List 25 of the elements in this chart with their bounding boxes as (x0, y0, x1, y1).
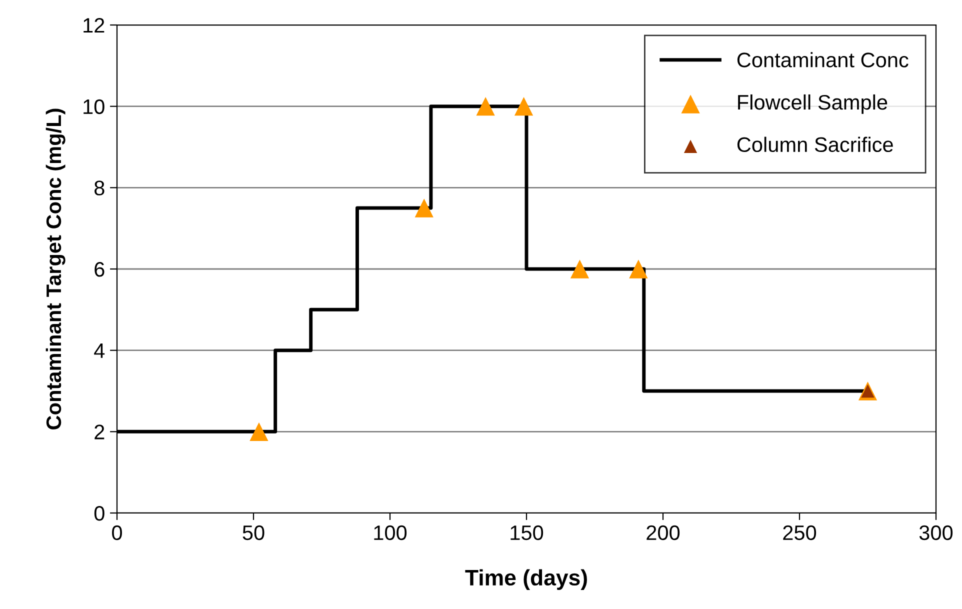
x-tick-label: 200 (646, 525, 680, 540)
y-tick-label: 0 (94, 506, 104, 521)
y-tick-label: 6 (94, 262, 104, 277)
x-tick-label: 0 (112, 525, 122, 540)
point (250, 422, 268, 441)
point (629, 260, 648, 278)
point (414, 198, 434, 218)
x-tick-label: 50 (242, 525, 264, 540)
y-tick-label: 10 (84, 99, 104, 114)
legend-label: Column Sacrifice (737, 136, 893, 152)
y-tick-label: 8 (94, 180, 104, 196)
x-tick-label: 300 (919, 525, 953, 540)
x-axis-title: Time (days) (465, 569, 587, 590)
y-tick-label: 12 (84, 18, 104, 33)
x-tick-label: 250 (783, 525, 816, 540)
legend-label: Contaminant Conc (737, 52, 908, 68)
point (514, 97, 534, 116)
x-tick-label: 150 (510, 525, 544, 540)
y-tick-label: 4 (94, 344, 105, 358)
point (476, 97, 495, 116)
legend-label: Flowcell Sample (738, 94, 888, 114)
y-axis-title: Contaminant Target Conc (mg/L) (46, 108, 66, 430)
x-tick-label: 100 (374, 525, 407, 540)
y-tick-label: 2 (94, 424, 104, 440)
point (570, 260, 590, 278)
